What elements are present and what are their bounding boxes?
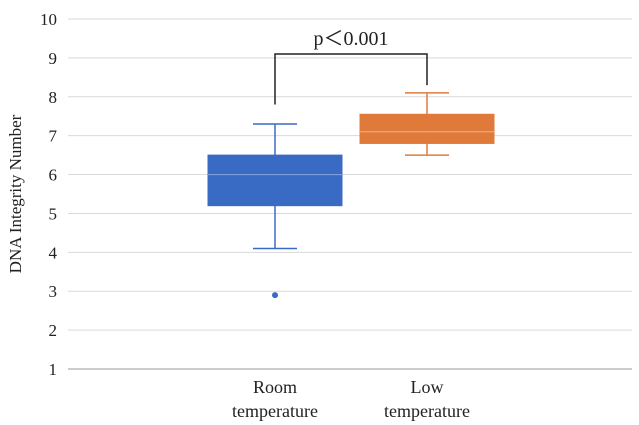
y-axis-title: DNA Integrity Number [6, 114, 25, 273]
y-tick-label: 3 [49, 282, 58, 301]
boxes [207, 92, 495, 299]
y-tick-label: 4 [49, 243, 58, 262]
category-labels: Room temperature Low temperature [232, 377, 470, 421]
y-tick-label: 8 [49, 88, 58, 107]
y-tick-label: 6 [49, 166, 58, 185]
significance-bracket [274, 53, 428, 105]
category-label-line2: temperature [384, 401, 470, 421]
box-group [207, 123, 343, 299]
outlier-point [272, 292, 278, 299]
y-tick-label: 9 [49, 49, 58, 68]
significance-annotation: p＜0.001 [274, 28, 428, 105]
p-value-label: p＜0.001 [314, 28, 389, 50]
y-tick-label: 1 [49, 360, 58, 379]
category-label-line1: Room [253, 377, 297, 397]
iqr-box [359, 113, 495, 144]
y-tick-label: 10 [40, 10, 57, 29]
gridlines [68, 18, 632, 370]
y-tick-label: 7 [49, 127, 58, 146]
box-group [359, 92, 495, 156]
iqr-box [207, 154, 343, 207]
category-label-line1: Low [411, 377, 444, 397]
y-tick-label: 5 [49, 204, 58, 223]
category-label-line2: temperature [232, 401, 318, 421]
y-tick-label: 2 [49, 321, 58, 340]
y-tick-labels: 1 2 3 4 5 6 7 8 9 10 [40, 10, 58, 379]
